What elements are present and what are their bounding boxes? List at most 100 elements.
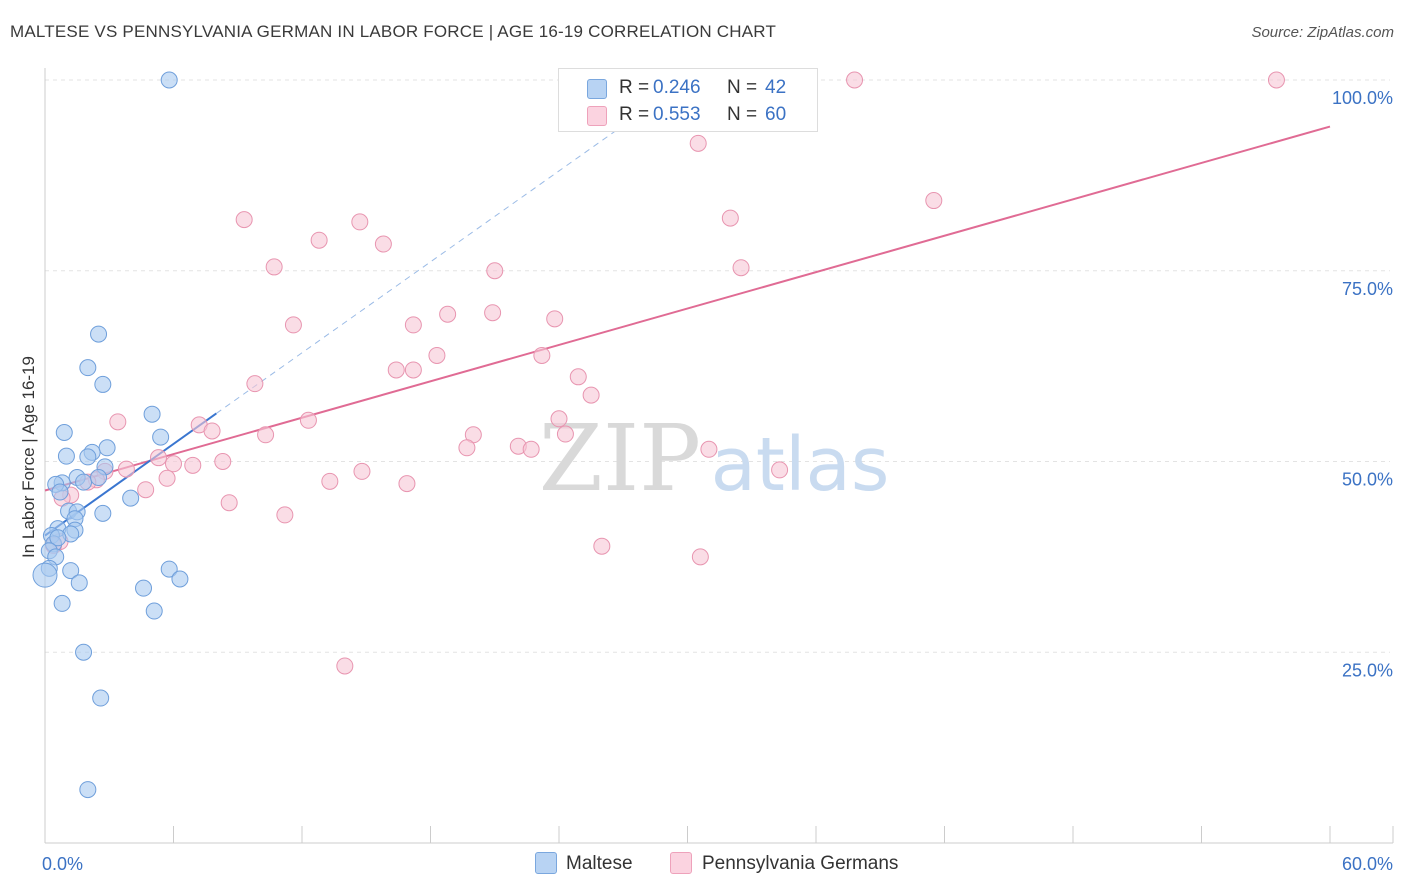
penn-point	[439, 305, 457, 323]
correlation-legend: R = 0.246 N = 42 R = 0.553 N = 60	[558, 68, 818, 132]
legend-r-label: R =	[619, 77, 650, 98]
maltese-point	[90, 469, 108, 487]
penn-point	[732, 259, 750, 277]
penn-point	[265, 258, 283, 276]
penn-point	[1267, 71, 1285, 89]
penn-point	[593, 537, 611, 555]
maltese-point	[75, 473, 93, 491]
penn-point	[150, 449, 168, 467]
penn-point	[184, 456, 202, 474]
legend-r-label: R =	[619, 104, 650, 125]
chart-title: MALTESE VS PENNSYLVANIA GERMAN IN LABOR …	[10, 22, 777, 41]
penn-point	[310, 231, 328, 249]
penn-point	[458, 439, 476, 457]
maltese-point	[75, 643, 93, 661]
maltese-point	[122, 489, 140, 507]
maltese-point	[145, 602, 163, 620]
maltese-point	[62, 562, 80, 580]
maltese-trend-extension	[216, 79, 688, 414]
watermark: ZIP atlas	[539, 405, 890, 512]
maltese-point	[160, 71, 178, 89]
maltese-n-value: 42	[765, 77, 787, 98]
y-tick-label: 75.0%	[1342, 279, 1393, 299]
penn-n-value: 60	[765, 104, 787, 125]
maltese-point	[143, 405, 161, 423]
penn-legend-label: Pennsylvania Germans	[702, 853, 899, 874]
penn-point	[546, 310, 564, 328]
maltese-point	[79, 448, 97, 466]
axes: 0.0% 60.0%	[42, 68, 1394, 874]
penn-point	[771, 461, 789, 479]
penn-point	[276, 506, 294, 524]
maltese-point	[94, 504, 112, 522]
penn-point	[569, 368, 587, 386]
y-tick-label: 25.0%	[1342, 660, 1393, 680]
penn-swatch	[587, 106, 607, 126]
maltese-point	[160, 560, 178, 578]
y-axis-label: In Labor Force | Age 16-19	[19, 356, 38, 558]
penn-r-value: 0.553	[653, 104, 701, 125]
penn-point	[533, 346, 551, 364]
penn-point	[214, 453, 232, 470]
penn-point	[284, 316, 302, 334]
watermark-atlas: atlas	[711, 422, 890, 508]
maltese-point	[171, 570, 189, 588]
maltese-point	[90, 325, 108, 343]
maltese-swatch	[587, 79, 607, 99]
maltese-point	[79, 359, 97, 377]
penn-point	[321, 472, 339, 490]
penn-point	[404, 316, 422, 334]
penn-point	[689, 134, 707, 152]
penn-point	[109, 413, 127, 431]
penn-point	[428, 346, 446, 364]
maltese-point	[57, 447, 75, 465]
penn-point	[203, 422, 221, 440]
penn-point	[700, 440, 718, 458]
legend-n-label: N =	[727, 104, 758, 125]
maltese-point	[53, 594, 71, 612]
legend-n-label: N =	[727, 77, 758, 98]
maltese-legend-label: Maltese	[566, 853, 633, 874]
penn-point	[404, 361, 422, 379]
maltese-point	[55, 424, 73, 442]
penn-point	[387, 361, 405, 379]
penn-point	[158, 469, 176, 487]
x-tick-label: 60.0%	[1342, 854, 1393, 874]
penn-point	[721, 209, 739, 227]
maltese-point	[152, 428, 170, 446]
penn-point	[351, 213, 369, 231]
penn-point	[550, 410, 568, 428]
maltese-point	[79, 781, 97, 799]
penn-point	[846, 71, 864, 89]
penn-point	[235, 211, 253, 229]
grid-lines: 25.0% 50.0% 75.0% 100.0%	[45, 79, 1393, 680]
y-tick-label: 100.0%	[1332, 88, 1393, 108]
penn-point	[299, 411, 317, 429]
maltese-point	[94, 375, 112, 393]
penn-point	[486, 262, 504, 280]
penn-point	[257, 426, 275, 444]
penn-point	[522, 440, 540, 458]
maltese-point	[98, 439, 116, 457]
maltese-point	[92, 689, 110, 707]
penn-point	[246, 375, 264, 393]
penn-german-points	[45, 71, 1285, 675]
penn-point	[336, 657, 354, 675]
penn-legend-swatch	[670, 852, 692, 874]
maltese-point	[135, 579, 153, 597]
x-tick-label: 0.0%	[42, 854, 83, 874]
maltese-point	[49, 529, 67, 547]
y-tick-label: 50.0%	[1342, 470, 1393, 490]
penn-point	[220, 494, 238, 512]
penn-point	[137, 481, 155, 499]
penn-point	[165, 455, 182, 473]
maltese-point	[32, 562, 58, 588]
penn-point	[398, 475, 416, 493]
maltese-legend-swatch	[535, 852, 557, 874]
maltese-r-value: 0.246	[653, 77, 701, 98]
penn-point	[556, 425, 574, 443]
maltese-point	[70, 574, 88, 592]
source-credit: Source: ZipAtlas.com	[1251, 24, 1394, 41]
maltese-point	[51, 483, 69, 501]
